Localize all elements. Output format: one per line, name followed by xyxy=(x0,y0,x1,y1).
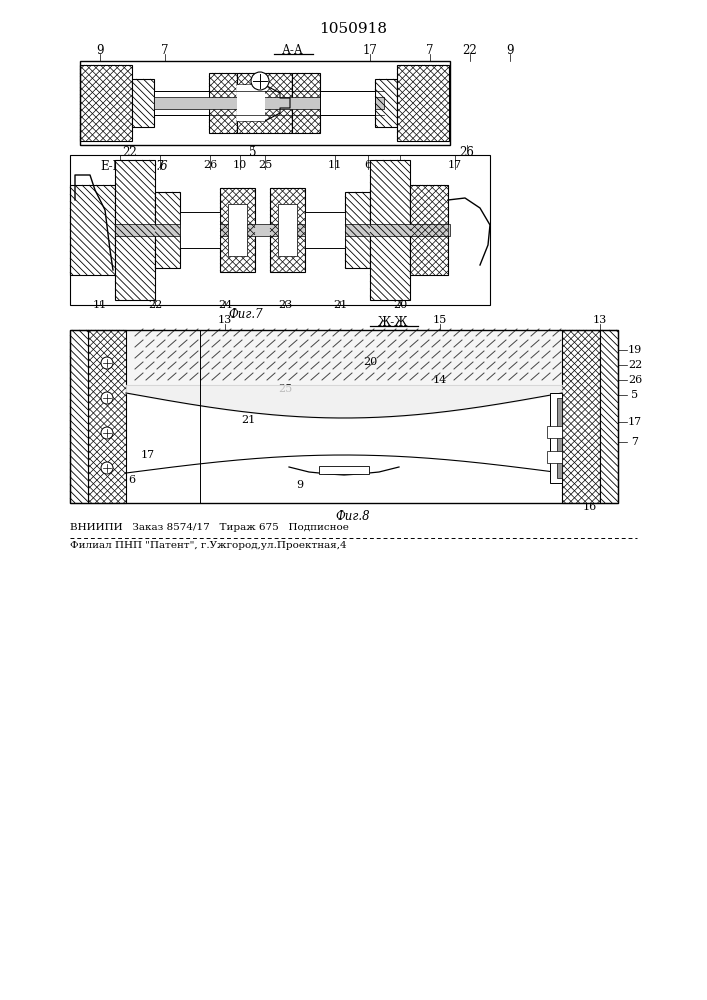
Bar xyxy=(70,185,115,275)
Text: 26: 26 xyxy=(203,160,217,170)
Text: 9: 9 xyxy=(506,43,514,56)
Text: 16: 16 xyxy=(583,502,597,512)
Text: 17: 17 xyxy=(628,417,642,427)
Text: Филиал ПНП "Патент", г.Ужгород,ул.Проектная,4: Филиал ПНП "Патент", г.Ужгород,ул.Проект… xyxy=(70,541,346,550)
Text: Фиг.7: Фиг.7 xyxy=(228,308,263,320)
Text: 5: 5 xyxy=(250,145,257,158)
Text: 24: 24 xyxy=(218,300,232,310)
Text: 13: 13 xyxy=(593,315,607,325)
Circle shape xyxy=(101,462,113,474)
Bar xyxy=(305,212,345,248)
Bar xyxy=(237,73,292,133)
Text: 15: 15 xyxy=(433,315,447,325)
Bar xyxy=(154,91,209,115)
Bar xyxy=(220,188,255,272)
Bar xyxy=(292,73,320,133)
Text: 9: 9 xyxy=(296,480,303,490)
Bar xyxy=(547,426,562,438)
Text: 26: 26 xyxy=(460,145,474,158)
Circle shape xyxy=(101,392,113,404)
Polygon shape xyxy=(237,85,290,121)
Bar xyxy=(154,97,384,109)
Text: 17: 17 xyxy=(113,160,127,170)
Bar xyxy=(88,330,126,503)
Bar xyxy=(115,224,450,236)
Text: 14: 14 xyxy=(433,375,447,385)
Bar xyxy=(126,330,562,385)
Text: Фиг.6: Фиг.6 xyxy=(133,160,168,174)
Bar xyxy=(80,65,132,141)
Bar xyxy=(319,466,369,474)
Bar xyxy=(410,185,448,275)
Text: 23: 23 xyxy=(278,300,292,310)
Bar xyxy=(80,61,450,145)
Bar xyxy=(237,85,265,121)
Text: 21: 21 xyxy=(333,300,347,310)
Text: 6: 6 xyxy=(364,160,372,170)
Text: 11: 11 xyxy=(393,160,407,170)
Bar xyxy=(270,188,305,272)
Bar xyxy=(70,330,618,503)
Text: 21: 21 xyxy=(241,415,255,425)
Text: 17: 17 xyxy=(363,43,378,56)
Text: 22: 22 xyxy=(628,360,642,370)
Text: 22: 22 xyxy=(462,43,477,56)
Text: Е-Е: Е-Е xyxy=(100,160,121,174)
Bar xyxy=(126,385,562,503)
Text: 17: 17 xyxy=(141,450,155,460)
Text: 25: 25 xyxy=(278,384,292,394)
Bar xyxy=(562,330,600,503)
Circle shape xyxy=(251,72,269,90)
Text: 26: 26 xyxy=(628,375,642,385)
Text: 11: 11 xyxy=(328,160,342,170)
Text: 25: 25 xyxy=(258,160,272,170)
Text: А-А: А-А xyxy=(282,43,304,56)
Text: 22: 22 xyxy=(122,145,137,158)
Bar xyxy=(550,393,562,483)
Circle shape xyxy=(101,427,113,439)
Text: 22: 22 xyxy=(148,300,162,310)
Text: 10: 10 xyxy=(233,160,247,170)
Bar xyxy=(370,160,410,300)
Bar xyxy=(228,204,247,256)
Bar xyxy=(180,212,220,248)
Bar xyxy=(600,330,618,503)
Text: 1050918: 1050918 xyxy=(319,22,387,36)
Text: 7: 7 xyxy=(161,43,169,56)
Text: ВНИИПИ   Заказ 8574/17   Тираж 675   Подписное: ВНИИПИ Заказ 8574/17 Тираж 675 Подписное xyxy=(70,523,349,532)
Bar xyxy=(70,185,115,275)
Text: 5: 5 xyxy=(631,390,638,400)
Bar xyxy=(209,73,237,133)
Text: 19: 19 xyxy=(628,345,642,355)
Text: 20: 20 xyxy=(393,300,407,310)
Bar xyxy=(345,192,370,268)
Polygon shape xyxy=(75,175,113,270)
Text: Фиг.8: Фиг.8 xyxy=(336,510,370,522)
Text: 7: 7 xyxy=(156,160,163,170)
Text: 6: 6 xyxy=(129,475,136,485)
Text: 20: 20 xyxy=(363,357,377,367)
Bar xyxy=(278,204,297,256)
Bar xyxy=(557,398,562,478)
Text: Ж-Ж: Ж-Ж xyxy=(378,316,408,328)
Bar xyxy=(547,451,562,463)
Bar xyxy=(132,79,154,127)
Text: 17: 17 xyxy=(448,160,462,170)
Text: 7: 7 xyxy=(426,43,434,56)
Bar xyxy=(155,192,180,268)
Circle shape xyxy=(101,357,113,369)
Bar xyxy=(70,155,490,305)
Bar xyxy=(397,65,449,141)
Bar xyxy=(115,160,155,300)
Text: 9: 9 xyxy=(96,43,104,56)
Text: 13: 13 xyxy=(218,315,232,325)
Text: 7: 7 xyxy=(631,437,638,447)
Bar xyxy=(70,330,88,503)
Bar xyxy=(375,79,397,127)
Text: 11: 11 xyxy=(93,300,107,310)
Bar xyxy=(320,91,375,115)
